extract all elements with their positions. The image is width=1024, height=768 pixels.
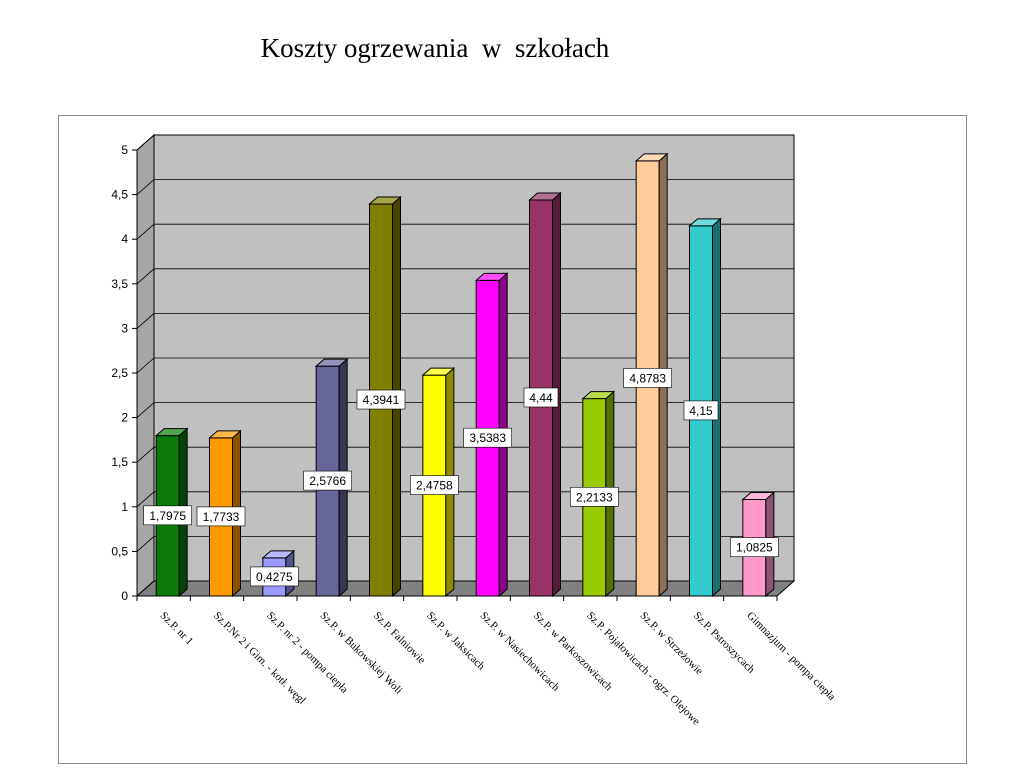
data-label-box (730, 537, 779, 558)
gridline (136, 580, 794, 597)
x-tick-label: Sz.P. nr 1 (158, 610, 196, 648)
data-label: 1,0825 (736, 541, 773, 555)
y-tick-label: 4,5 (111, 188, 128, 202)
data-label-box (143, 505, 192, 526)
data-label: 2,5766 (309, 474, 346, 488)
data-label-box (303, 470, 352, 491)
data-label-box (463, 427, 512, 448)
gridline (136, 179, 794, 195)
data-label-box (356, 389, 406, 410)
gridline (136, 134, 794, 151)
data-label: 0,4275 (256, 570, 293, 584)
bar-top (634, 153, 669, 162)
gridline (136, 268, 794, 285)
gridline (136, 312, 794, 329)
bar-top (688, 218, 722, 227)
data-label: 3,5383 (469, 431, 506, 445)
bar-top (474, 272, 509, 281)
data-label-box (523, 387, 559, 408)
bar-top (421, 367, 456, 376)
data-label: 1,7975 (149, 509, 186, 523)
data-label: 2,4758 (416, 479, 453, 493)
data-label: 4,44 (529, 391, 553, 405)
data-label: 1,7733 (203, 510, 240, 524)
y-tick-label: 2,5 (111, 366, 128, 380)
data-label-box (623, 368, 672, 388)
chart-frame: 0 0,5 1 1,5 2 2,5 3 3,5 4 4,5 5 1,7975 Sz.P. nr 1 1,7… (58, 115, 967, 764)
x-tick-label: Sz.P. Falniowie (371, 610, 428, 667)
y-tick-label: 1 (121, 500, 128, 514)
bar-top (314, 358, 349, 367)
y-tick-label: 0,5 (111, 544, 128, 558)
data-label: 4,15 (689, 404, 713, 418)
y-tick-label: 4 (121, 232, 128, 246)
bar-top (368, 196, 402, 205)
x-tick-label: Sz.P.Nr 2 i Gim. - kotł. węgl (211, 610, 308, 707)
y-tick-label: 3 (121, 321, 128, 335)
x-tick-label: Gimnazjum - pompa ciepła (744, 610, 837, 703)
gridline (136, 402, 794, 418)
y-tick-label: 0 (121, 589, 128, 603)
x-tick-label: Sz.P. w Jaksicach (424, 610, 487, 673)
data-label: 4,3941 (363, 393, 400, 407)
bar-top (208, 430, 242, 439)
data-label-box (250, 566, 299, 587)
gridline (136, 446, 794, 463)
data-label-box (196, 506, 246, 527)
y-tick-label: 2 (121, 411, 128, 425)
bar-top (261, 550, 296, 559)
gridline (136, 535, 794, 552)
gridline (136, 223, 794, 240)
bar-top (154, 428, 189, 437)
gridline (136, 357, 794, 374)
y-tick-label: 5 (121, 143, 128, 157)
data-label-box (683, 400, 719, 421)
page-title: Koszty ogrzewania w szkołach (260, 33, 610, 63)
data-label: 2,2133 (576, 490, 613, 504)
data-label-box (410, 475, 459, 495)
bar-chart: 0 0,5 1 1,5 2 2,5 3 3,5 4 4,5 5 1,7975 Sz.P. nr 1 1,7… (111, 133, 838, 728)
data-label-box (570, 486, 619, 507)
bar-top (528, 192, 562, 201)
bar-top (741, 491, 776, 500)
bar-top (581, 391, 616, 400)
y-tick-label: 1,5 (111, 455, 128, 469)
y-tick-label: 3,5 (111, 277, 128, 291)
x-tick-label: Sz.P. Pojałowicach - ogrz. Olejowe (584, 610, 702, 728)
data-label: 4,8783 (629, 371, 666, 385)
